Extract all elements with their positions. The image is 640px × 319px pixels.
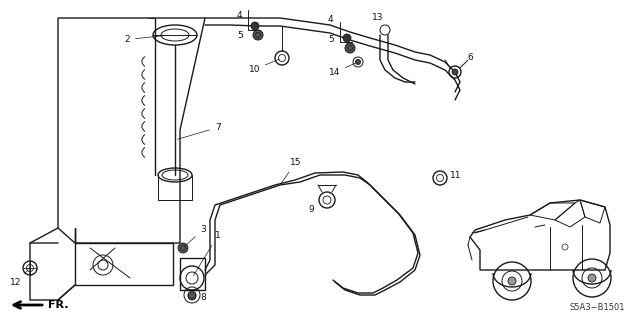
Text: 12: 12 [10, 270, 28, 287]
Text: 14: 14 [328, 63, 355, 77]
Text: 10: 10 [248, 59, 280, 74]
Text: 13: 13 [372, 13, 383, 23]
Circle shape [343, 34, 351, 42]
Text: 2: 2 [124, 35, 167, 44]
Text: 6: 6 [467, 54, 473, 63]
Text: 5: 5 [237, 32, 243, 41]
Text: 1: 1 [193, 231, 221, 276]
Text: 4: 4 [328, 16, 333, 25]
Circle shape [345, 43, 355, 53]
Circle shape [452, 69, 458, 75]
Text: 15: 15 [282, 158, 301, 183]
Circle shape [355, 60, 360, 64]
Circle shape [508, 277, 516, 285]
Text: 5: 5 [328, 35, 333, 44]
Circle shape [251, 22, 259, 30]
Circle shape [253, 30, 263, 40]
Text: 3: 3 [185, 225, 205, 246]
Text: 9: 9 [308, 205, 314, 214]
Text: S5A3−B1501: S5A3−B1501 [570, 303, 625, 312]
Text: FR.: FR. [48, 300, 68, 310]
Circle shape [588, 274, 596, 282]
Text: 8: 8 [200, 293, 205, 302]
Text: 11: 11 [450, 170, 461, 180]
Circle shape [178, 243, 188, 253]
Text: 4: 4 [237, 11, 243, 19]
Circle shape [188, 292, 196, 300]
Text: 7: 7 [178, 123, 221, 139]
